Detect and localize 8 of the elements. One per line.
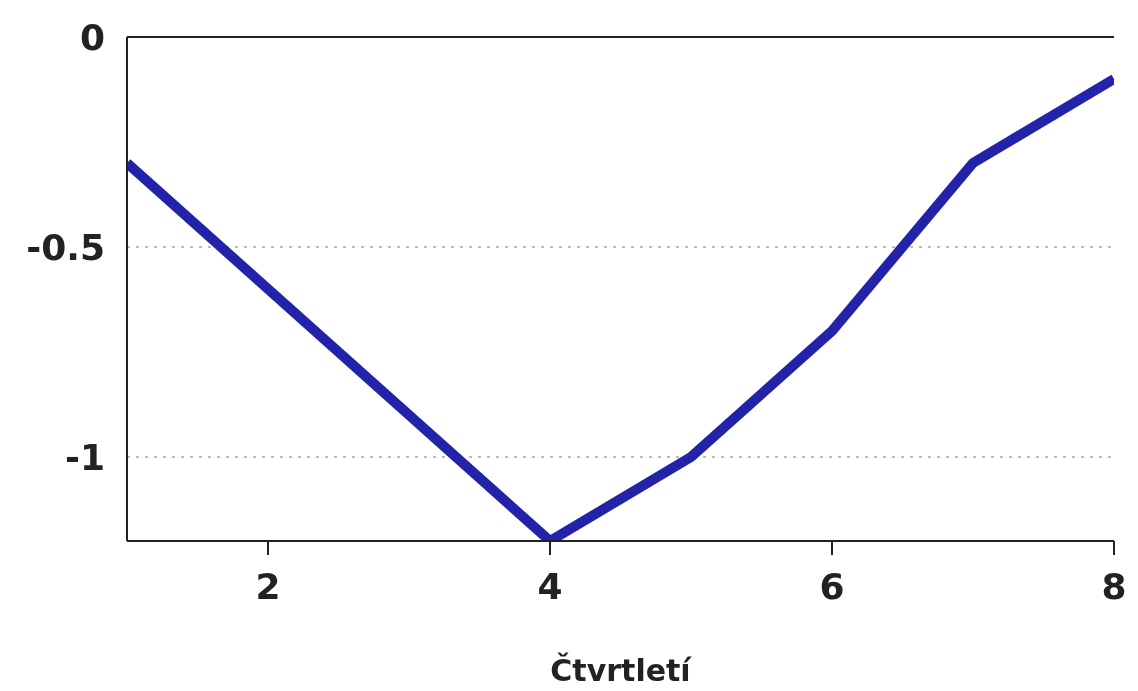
x-tick-label: 4 <box>537 565 563 607</box>
y-tick-label: -1 <box>65 436 105 478</box>
x-tick-label: 8 <box>1101 565 1127 607</box>
y-tick-label: 0 <box>79 16 105 58</box>
y-tick-label: -0.5 <box>26 226 105 268</box>
x-axis-title: Čtvrtletí <box>550 652 693 688</box>
x-tick-label: 6 <box>819 565 845 607</box>
x-tick-label: 2 <box>255 565 281 607</box>
